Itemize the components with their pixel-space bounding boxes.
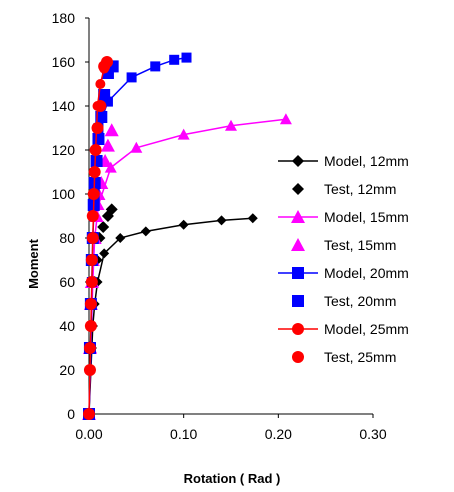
data-point	[84, 320, 97, 332]
data-point	[177, 128, 190, 140]
data-point	[94, 100, 107, 112]
data-point	[90, 155, 103, 167]
legend-label: Model, 15mm	[324, 209, 409, 225]
data-point	[216, 215, 227, 226]
data-point	[140, 226, 151, 237]
data-point	[279, 113, 292, 125]
data-point	[89, 144, 102, 156]
legend-label: Test, 25mm	[324, 349, 396, 365]
data-point	[86, 232, 99, 244]
series-group	[83, 113, 292, 419]
legend-label: Test, 15mm	[324, 237, 396, 253]
y-tick-label: 60	[59, 274, 75, 290]
legend-item: Test, 20mm	[292, 293, 396, 309]
data-point	[247, 213, 258, 224]
data-point	[130, 141, 143, 153]
y-tick-label: 0	[67, 406, 75, 422]
data-point	[181, 52, 192, 63]
data-point	[95, 79, 106, 89]
x-tick-label: 0.30	[359, 426, 386, 442]
data-point	[292, 183, 304, 195]
data-point	[88, 166, 101, 178]
y-tick-label: 180	[52, 10, 76, 26]
series-line	[88, 118, 286, 415]
series-layer	[82, 52, 292, 420]
x-axis-title: Rotation ( Rad )	[184, 471, 281, 486]
y-tick-label: 20	[59, 362, 75, 378]
x-tick-label: 0.20	[265, 426, 292, 442]
data-point	[292, 323, 304, 335]
legend-item: Test, 25mm	[292, 349, 396, 365]
data-point	[86, 210, 99, 222]
series-line	[88, 217, 253, 415]
legend-label: Model, 12mm	[324, 153, 409, 169]
legend-label: Test, 12mm	[324, 181, 396, 197]
data-point	[291, 210, 305, 223]
x-tick-label: 0.00	[75, 426, 102, 442]
series-group	[84, 213, 258, 419]
data-point	[104, 123, 119, 137]
axes: 0 20 40 60 80 100 120 140 160 180 0.00 0.10 0.20 0.30	[52, 10, 387, 442]
legend-item: Test, 15mm	[291, 237, 396, 253]
data-point	[100, 138, 115, 152]
data-point	[291, 238, 305, 251]
y-axis-title: Moment	[26, 238, 41, 289]
data-point	[85, 254, 98, 266]
data-point	[83, 342, 96, 354]
data-point	[292, 155, 304, 167]
data-point	[292, 295, 304, 307]
data-point	[169, 54, 180, 65]
legend-item: Model, 25mm	[278, 321, 409, 337]
y-tick-label: 80	[59, 230, 75, 246]
data-point	[85, 276, 98, 288]
data-point	[99, 248, 110, 259]
legend-item: Model, 15mm	[278, 209, 409, 225]
series-group	[83, 56, 113, 420]
y-tick-label: 40	[59, 318, 75, 334]
data-point	[104, 161, 117, 173]
legend-item: Test, 12mm	[292, 181, 396, 197]
legend-item: Model, 20mm	[278, 265, 409, 281]
legend-label: Model, 20mm	[324, 265, 409, 281]
y-tick-label: 100	[52, 186, 76, 202]
data-point	[97, 221, 110, 233]
data-point	[292, 351, 304, 363]
legend: Model, 12mm Test, 12mm Model, 15mm Test, 15…	[278, 153, 409, 365]
y-tick-label: 120	[52, 142, 76, 158]
data-point	[84, 298, 97, 310]
data-point	[150, 61, 161, 72]
data-point	[87, 188, 100, 200]
data-point	[126, 72, 137, 83]
data-point	[178, 219, 189, 230]
data-point	[292, 267, 304, 279]
data-point	[115, 233, 126, 243]
legend-item: Model, 12mm	[278, 153, 409, 169]
y-tick-label: 160	[52, 54, 76, 70]
data-point	[83, 408, 95, 420]
legend-label: Test, 20mm	[324, 293, 396, 309]
data-point	[225, 119, 237, 131]
x-tick-label: 0.10	[170, 426, 197, 442]
data-point	[105, 203, 118, 216]
data-point	[92, 133, 105, 145]
data-point	[102, 96, 113, 107]
data-point	[98, 89, 111, 101]
y-tick-label: 140	[52, 98, 76, 114]
data-point	[95, 111, 108, 123]
data-point	[91, 122, 104, 134]
data-point	[83, 364, 96, 376]
data-point	[100, 56, 113, 68]
legend-label: Model, 25mm	[324, 321, 409, 337]
